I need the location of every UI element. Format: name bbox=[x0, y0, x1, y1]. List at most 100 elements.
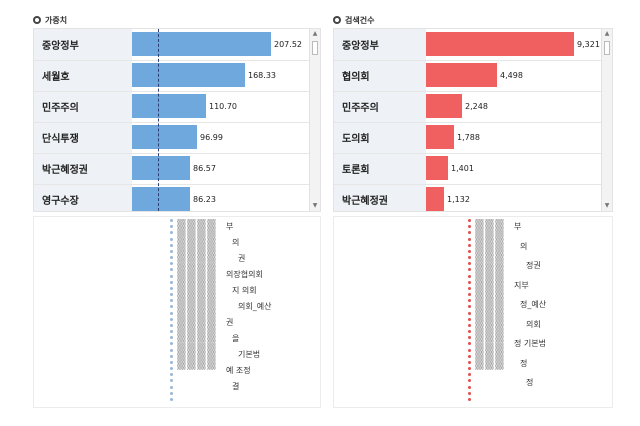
marker-dot bbox=[170, 268, 173, 272]
scroll-up-arrow-icon[interactable]: ▲ bbox=[604, 30, 610, 37]
bar[interactable] bbox=[132, 94, 206, 118]
bar-label: 박근혜정권 bbox=[34, 153, 132, 184]
marker-dot bbox=[170, 305, 173, 309]
rotated-label-group: ▒▒▒▒▒▒▒▒▒▒▒▒▒▒▒▒▒▒▒▒▒▒▒▒▒▒▒▒ ▒▒▒▒▒▒▒▒▒▒▒▒… bbox=[170, 219, 216, 403]
count-panel-title: 검색건수 bbox=[345, 15, 375, 25]
marker-dot bbox=[468, 274, 471, 278]
bar-row[interactable]: 민주주의 2,248 bbox=[334, 91, 602, 123]
keyword-annotation: 의장협의회 bbox=[226, 270, 263, 279]
keyword-annotation: 의회 bbox=[526, 319, 541, 329]
bar-row[interactable]: 영구수장 86.23 bbox=[34, 184, 310, 211]
bar-label: 영구수장 bbox=[34, 184, 132, 211]
bar[interactable] bbox=[426, 63, 497, 87]
marker-dot bbox=[468, 336, 471, 340]
marker-dot bbox=[170, 348, 173, 352]
bar-label: 토론회 bbox=[334, 153, 426, 184]
bar-value-label: 2,248 bbox=[465, 102, 488, 111]
bar-label: 중앙정부 bbox=[334, 29, 426, 60]
marker-dot bbox=[468, 360, 471, 364]
bar-label: 민주주의 bbox=[34, 91, 132, 122]
scroll-thumb[interactable] bbox=[604, 41, 610, 55]
keyword-annotation: 부 bbox=[226, 222, 234, 231]
bar-label: 도의회 bbox=[334, 122, 426, 153]
bar-label: 중앙정부 bbox=[34, 29, 132, 60]
scroll-down-arrow-icon[interactable]: ▼ bbox=[604, 202, 610, 209]
unreadable-label-text: ▒▒▒▒▒▒▒▒▒▒▒▒▒▒▒▒▒▒▒▒▒▒▒▒▒▒▒▒ bbox=[177, 219, 185, 370]
bar-row[interactable]: 중앙정부 9,321 bbox=[334, 29, 602, 61]
marker-dot bbox=[468, 268, 471, 272]
unreadable-label-text: ▒▒▒▒▒▒▒▒▒▒▒▒▒▒▒▒▒▒▒▒▒▒▒▒▒▒▒▒ bbox=[197, 219, 205, 370]
marker-dot bbox=[468, 231, 471, 235]
bar-value-label: 168.33 bbox=[248, 71, 276, 80]
keyword-annotation: 의회_예산 bbox=[238, 302, 272, 311]
bar-row[interactable]: 박근혜정권 1,132 bbox=[334, 184, 602, 211]
bar[interactable] bbox=[426, 156, 448, 180]
rotated-label-strip: ▒▒▒▒▒▒▒▒▒▒▒▒▒▒▒▒▒▒▒▒▒▒▒▒▒▒▒▒ bbox=[494, 219, 504, 403]
count-timeseries-panel: ▒▒▒▒▒▒▒▒▒▒▒▒▒▒▒▒▒▒▒▒▒▒▒▒▒▒▒▒ ▒▒▒▒▒▒▒▒▒▒▒▒… bbox=[333, 216, 613, 408]
bar-row[interactable]: 박근혜정권 86.57 bbox=[34, 153, 310, 185]
marker-dot bbox=[170, 262, 173, 266]
marker-dot bbox=[170, 323, 173, 327]
bar[interactable] bbox=[132, 156, 190, 180]
marker-dot bbox=[170, 391, 173, 395]
marker-dot bbox=[170, 219, 173, 222]
marker-dot bbox=[170, 280, 173, 284]
scroll-thumb[interactable] bbox=[312, 41, 318, 55]
keyword-annotation: 의 bbox=[520, 241, 528, 251]
bar[interactable] bbox=[426, 94, 462, 118]
bar-value-label: 86.57 bbox=[193, 164, 216, 173]
bar[interactable] bbox=[426, 125, 454, 149]
count-chart-scrollbar[interactable]: ▲ ▼ bbox=[601, 29, 612, 211]
marker-column bbox=[468, 219, 472, 401]
bar[interactable] bbox=[132, 125, 197, 149]
bar[interactable] bbox=[132, 63, 245, 87]
marker-dot bbox=[468, 342, 471, 346]
marker-dot bbox=[468, 256, 471, 260]
marker-dot bbox=[468, 237, 471, 241]
marker-dot bbox=[468, 299, 471, 303]
bar-row[interactable]: 토론회 1,401 bbox=[334, 153, 602, 185]
bar-value-label: 207.52 bbox=[274, 40, 302, 49]
bar-value-label: 4,498 bbox=[500, 71, 523, 80]
rotated-label-strip: ▒▒▒▒▒▒▒▒▒▒▒▒▒▒▒▒▒▒▒▒▒▒▒▒▒▒▒▒ bbox=[196, 219, 206, 403]
bar-row[interactable]: 협의회 4,498 bbox=[334, 60, 602, 92]
bar[interactable] bbox=[426, 32, 574, 56]
marker-dot bbox=[170, 225, 173, 229]
bar-row[interactable]: 도의회 1,788 bbox=[334, 122, 602, 154]
marker-dot bbox=[170, 243, 173, 247]
bar-row[interactable]: 세월호 168.33 bbox=[34, 60, 310, 92]
bar[interactable] bbox=[132, 187, 190, 211]
scroll-down-arrow-icon[interactable]: ▼ bbox=[312, 202, 318, 209]
unreadable-label-text: ▒▒▒▒▒▒▒▒▒▒▒▒▒▒▒▒▒▒▒▒▒▒▒▒▒▒▒▒ bbox=[485, 219, 493, 370]
keyword-annotation: 지 의회 bbox=[232, 286, 257, 295]
keyword-annotation: 정권 bbox=[526, 261, 541, 271]
rotated-label-strip: ▒▒▒▒▒▒▒▒▒▒▒▒▒▒▒▒▒▒▒▒▒▒▒▒▒▒▒▒ bbox=[176, 219, 186, 403]
marker-dot bbox=[170, 342, 173, 346]
marker-dot bbox=[170, 373, 173, 377]
keyword-annotation: 부 bbox=[514, 222, 522, 231]
bar-row[interactable]: 민주주의 110.70 bbox=[34, 91, 310, 123]
bar-row[interactable]: 단식투쟁 96.99 bbox=[34, 122, 310, 154]
bar[interactable] bbox=[426, 187, 444, 211]
keyword-annotation: 의 bbox=[232, 238, 240, 247]
bar-label: 단식투쟁 bbox=[34, 122, 132, 153]
keyword-annotation: 정 기본법 bbox=[514, 339, 546, 349]
bar[interactable] bbox=[132, 32, 271, 56]
weight-chart-scrollbar[interactable]: ▲ ▼ bbox=[309, 29, 320, 211]
weight-bar-chart: 영구수장 86.23 박근혜정권 86.57 단식투쟁 96.99 민주주의 110.70 세월… bbox=[33, 28, 321, 212]
marker-dot bbox=[468, 385, 471, 389]
scroll-up-arrow-icon[interactable]: ▲ bbox=[312, 30, 318, 37]
marker-dot bbox=[170, 231, 173, 235]
bullet-icon bbox=[333, 16, 341, 24]
marker-dot bbox=[468, 243, 471, 247]
bar-value-label: 110.70 bbox=[209, 102, 237, 111]
weight-panel-header: 가중치 bbox=[33, 13, 67, 27]
marker-dot bbox=[170, 299, 173, 303]
marker-dot bbox=[468, 311, 471, 315]
keyword-annotation: 을 bbox=[232, 334, 240, 343]
bar-row[interactable]: 중앙정부 207.52 bbox=[34, 29, 310, 61]
rotated-label-strip: ▒▒▒▒▒▒▒▒▒▒▒▒▒▒▒▒▒▒▒▒▒▒▒▒▒▒▒▒ bbox=[474, 219, 484, 403]
marker-dot bbox=[468, 286, 471, 290]
marker-dot bbox=[468, 391, 471, 395]
weight-timeseries-panel: ▒▒▒▒▒▒▒▒▒▒▒▒▒▒▒▒▒▒▒▒▒▒▒▒▒▒▒▒ ▒▒▒▒▒▒▒▒▒▒▒▒… bbox=[33, 216, 321, 408]
